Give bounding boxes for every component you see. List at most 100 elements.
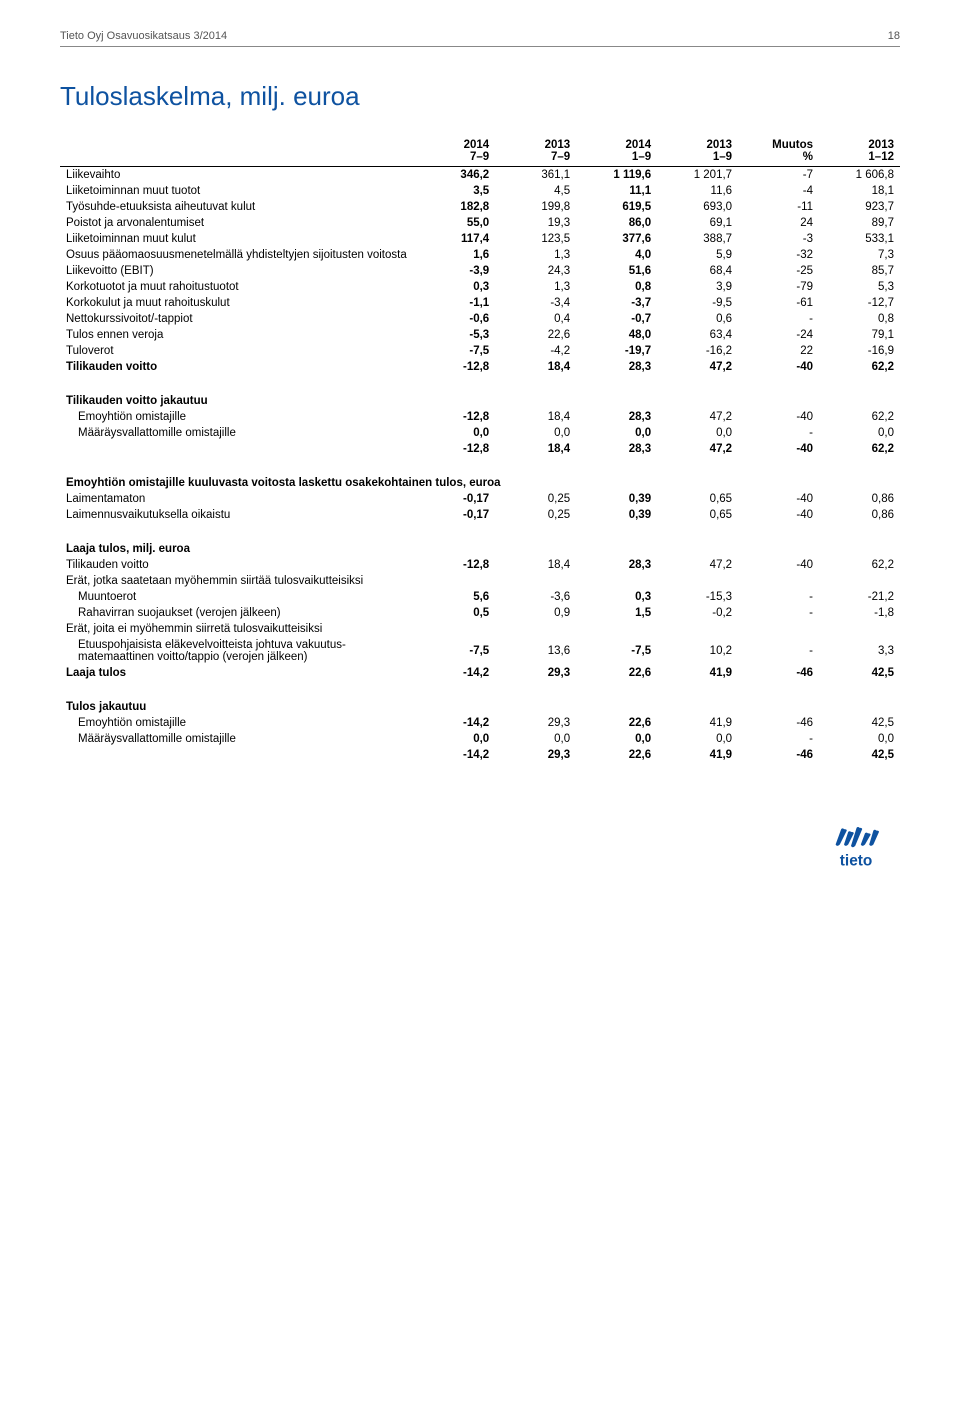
cell-value: -32 (738, 247, 819, 263)
table-row: Määräysvallattomille omistajille0,00,00,… (60, 425, 900, 441)
cell-value: 533,1 (819, 231, 900, 247)
cell-value: 0,39 (576, 491, 657, 507)
row-label (60, 441, 414, 457)
cell-value: 388,7 (657, 231, 738, 247)
cell-value: 3,3 (819, 637, 900, 665)
table-row: Osuus pääomaosuusmenetelmällä yhdistelty… (60, 247, 900, 263)
cell-value: 1,6 (414, 247, 495, 263)
cell-value: -16,2 (657, 343, 738, 359)
cell-value: -79 (738, 279, 819, 295)
row-label: Rahavirran suojaukset (verojen jälkeen) (60, 605, 414, 621)
cell-value: -46 (738, 747, 819, 763)
row-label: Tilikauden voitto (60, 557, 414, 573)
cell-value: -3,9 (414, 263, 495, 279)
section-head-label: Emoyhtiön omistajille kuuluvasta voitost… (60, 471, 900, 491)
cell-value (657, 621, 738, 637)
cell-value: 0,0 (576, 425, 657, 441)
cell-value: -40 (738, 557, 819, 573)
cell-value: 0,0 (657, 731, 738, 747)
cell-value: 4,5 (495, 183, 576, 199)
header-empty (60, 136, 414, 167)
cell-value (576, 573, 657, 589)
cell-value: -40 (738, 359, 819, 375)
cell-value: 1,3 (495, 247, 576, 263)
cell-value: 18,4 (495, 557, 576, 573)
cell-value: -24 (738, 327, 819, 343)
cell-value: 693,0 (657, 199, 738, 215)
cell-value: -3 (738, 231, 819, 247)
cell-value: 3,9 (657, 279, 738, 295)
table-row: Nettokurssivoitot/-tappiot-0,60,4-0,70,6… (60, 311, 900, 327)
cell-value: 29,3 (495, 665, 576, 681)
cell-value: 22,6 (576, 665, 657, 681)
row-label: Liiketoiminnan muut tuotot (60, 183, 414, 199)
cell-value (819, 573, 900, 589)
cell-value: -1,1 (414, 295, 495, 311)
cell-value: -14,2 (414, 747, 495, 763)
cell-value: 47,2 (657, 409, 738, 425)
cell-value: 0,4 (495, 311, 576, 327)
cell-value (414, 621, 495, 637)
row-label: Muuntoerot (60, 589, 414, 605)
cell-value: 10,2 (657, 637, 738, 665)
cell-value: 28,3 (576, 359, 657, 375)
cell-value: 1,3 (495, 279, 576, 295)
cell-value: 62,2 (819, 557, 900, 573)
cell-value: -7 (738, 167, 819, 184)
table-row: Tilikauden voitto-12,818,428,347,2-4062,… (60, 359, 900, 375)
cell-value: 1 606,8 (819, 167, 900, 184)
table-row: -12,818,428,347,2-4062,2 (60, 441, 900, 457)
table-row: Tulos ennen veroja-5,322,648,063,4-2479,… (60, 327, 900, 343)
row-label: Liikevaihto (60, 167, 414, 184)
section-head-label: Tilikauden voitto jakautuu (60, 389, 900, 409)
table-row: Poistot ja arvonalentumiset55,019,386,06… (60, 215, 900, 231)
cell-value: 0,5 (414, 605, 495, 621)
cell-value: -12,8 (414, 557, 495, 573)
row-label: Osuus pääomaosuusmenetelmällä yhdistelty… (60, 247, 414, 263)
cell-value: 48,0 (576, 327, 657, 343)
table-row: Erät, joita ei myöhemmin siirretä tulosv… (60, 621, 900, 637)
cell-value: 42,5 (819, 747, 900, 763)
row-label: Määräysvallattomille omistajille (60, 731, 414, 747)
cell-value: - (738, 311, 819, 327)
cell-value: 55,0 (414, 215, 495, 231)
cell-value: -3,6 (495, 589, 576, 605)
row-label: Laimentamaton (60, 491, 414, 507)
cell-value: 0,3 (576, 589, 657, 605)
row-label: Emoyhtiön omistajille (60, 409, 414, 425)
table-row: Laimentamaton-0,170,250,390,65-400,86 (60, 491, 900, 507)
cell-value: 3,5 (414, 183, 495, 199)
section-head-row: Tulos jakautuu (60, 695, 900, 715)
income-statement-table: 20147–920137–920141–920131–9Muutos%20131… (60, 136, 900, 763)
cell-value: 4,0 (576, 247, 657, 263)
cell-value: 79,1 (819, 327, 900, 343)
cell-value: -0,17 (414, 491, 495, 507)
section-head-label: Laaja tulos, milj. euroa (60, 537, 900, 557)
section-head-label: Tulos jakautuu (60, 695, 900, 715)
cell-value: 63,4 (657, 327, 738, 343)
row-label: Nettokurssivoitot/-tappiot (60, 311, 414, 327)
cell-value: 11,6 (657, 183, 738, 199)
cell-value: 0,25 (495, 491, 576, 507)
cell-value: -40 (738, 491, 819, 507)
cell-value: 1,5 (576, 605, 657, 621)
row-label: Laaja tulos (60, 665, 414, 681)
cell-value: -11 (738, 199, 819, 215)
cell-value: 0,25 (495, 507, 576, 523)
logo-container: tieto (0, 803, 960, 896)
cell-value: -40 (738, 409, 819, 425)
cell-value: -0,6 (414, 311, 495, 327)
cell-value: 377,6 (576, 231, 657, 247)
cell-value: 86,0 (576, 215, 657, 231)
row-label: Määräysvallattomille omistajille (60, 425, 414, 441)
cell-value: -46 (738, 715, 819, 731)
row-label: Tulos ennen veroja (60, 327, 414, 343)
cell-value: -7,5 (414, 637, 495, 665)
col-header: 20147–9 (414, 136, 495, 167)
cell-value: 0,86 (819, 491, 900, 507)
cell-value: -14,2 (414, 665, 495, 681)
cell-value: 42,5 (819, 715, 900, 731)
cell-value: -4 (738, 183, 819, 199)
cell-value: 24 (738, 215, 819, 231)
section-head-row: Tilikauden voitto jakautuu (60, 389, 900, 409)
